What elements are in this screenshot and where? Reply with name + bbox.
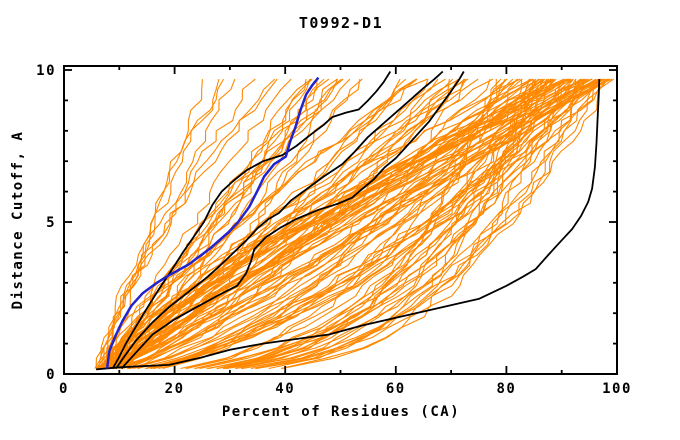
orange-model-curve — [133, 78, 574, 370]
orange-model-curve — [128, 78, 537, 370]
x-tick-label: 60 — [386, 381, 406, 397]
orange-model-curve — [107, 78, 344, 369]
orange-model-curve — [99, 78, 417, 369]
orange-model-curve — [199, 78, 586, 370]
axes-group: 0 20 40 60 80 100 0 5 10 — [36, 63, 632, 397]
orange-model-curve — [153, 78, 508, 370]
orange-model-curve — [95, 78, 278, 369]
orange-model-curve — [97, 78, 554, 369]
orange-model-curve — [222, 78, 582, 370]
orange-model-curve — [94, 78, 236, 369]
y-tick-label: 0 — [46, 367, 56, 383]
orange-model-curve — [153, 78, 546, 370]
orange-model-curve — [240, 78, 602, 370]
reference-model-black-2 — [115, 70, 444, 370]
orange-model-curve — [122, 78, 592, 370]
orange-model-curve — [105, 79, 318, 369]
orange-model-curve — [111, 78, 572, 369]
orange-model-curve — [114, 79, 450, 369]
orange-model-curve — [104, 78, 292, 369]
highlight-curves-group — [96, 70, 601, 371]
orange-model-curve — [103, 78, 466, 369]
orange-model-curve — [95, 78, 256, 369]
orange-model-curve — [114, 78, 220, 369]
orange-model-curve — [150, 78, 506, 370]
x-axis-title: Percent of Residues (CA) — [222, 404, 460, 420]
orange-model-curve — [137, 78, 454, 369]
chart-title: T0992-D1 — [299, 14, 383, 32]
reference-model-black-4 — [96, 79, 601, 371]
orange-model-curve — [111, 78, 599, 370]
orange-model-curve — [146, 78, 589, 370]
orange-curves-group — [94, 78, 615, 370]
orange-model-curve — [100, 78, 330, 369]
orange-model-curve — [150, 78, 615, 370]
y-tick-label: 5 — [46, 215, 56, 231]
x-tick-label: 0 — [59, 381, 69, 397]
orange-model-curve — [256, 79, 584, 370]
orange-model-curve — [100, 78, 514, 369]
y-axis-title: Distance Cutoff, A — [10, 131, 26, 310]
orange-model-curve — [281, 78, 567, 370]
orange-model-curve — [281, 78, 582, 370]
orange-model-curve — [123, 78, 338, 369]
orange-model-curve — [107, 78, 555, 369]
x-tick-label: 20 — [165, 381, 185, 397]
orange-model-curve — [235, 78, 550, 370]
orange-model-curve — [226, 78, 609, 370]
highlighted-model-blue — [105, 76, 320, 369]
x-tick-label: 80 — [496, 381, 516, 397]
orange-model-curve — [116, 78, 599, 369]
reference-model-black-1 — [111, 71, 392, 369]
orange-model-curve — [126, 78, 469, 370]
x-tick-label: 100 — [602, 381, 632, 397]
reference-model-black-3 — [120, 71, 465, 370]
orange-model-curve — [98, 78, 224, 369]
orange-model-curve — [96, 78, 417, 369]
orange-model-curve — [101, 78, 428, 369]
orange-model-curve — [100, 78, 606, 369]
x-tick-label: 40 — [275, 381, 295, 397]
orange-model-curve — [250, 78, 572, 370]
y-tick-label: 10 — [36, 63, 56, 79]
orange-model-curve — [153, 78, 577, 370]
orange-model-curve — [186, 78, 518, 370]
orange-model-curve — [180, 78, 552, 370]
orange-model-curve — [115, 78, 532, 369]
